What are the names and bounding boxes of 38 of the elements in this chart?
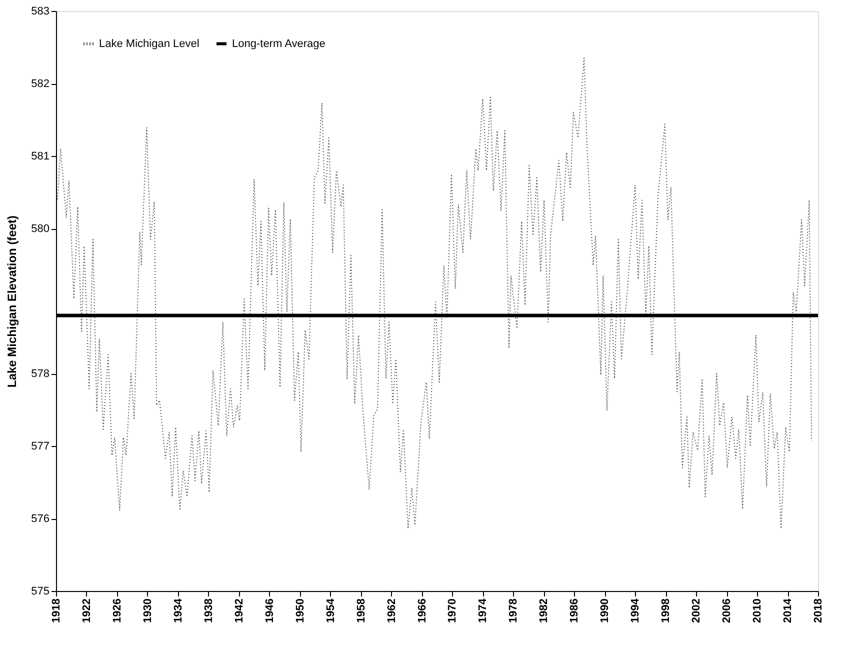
y-tick-label: 583	[31, 6, 50, 18]
x-tick-label: 1994	[630, 598, 642, 623]
x-tick-label: 1922	[80, 598, 93, 623]
line-series	[57, 58, 812, 530]
x-tick-label: 2002	[690, 598, 703, 623]
x-tick-label: 1958	[355, 598, 368, 623]
x-tick-label: 1938	[202, 598, 215, 623]
y-tick-label: 578	[31, 368, 50, 380]
x-tick-label: 1998	[660, 598, 672, 623]
y-tick-label: 581	[31, 150, 50, 162]
x-tick-label: 1974	[477, 598, 490, 623]
x-tick-label: 1930	[142, 598, 154, 623]
x-tick-label: 1978	[508, 598, 520, 623]
y-tick-label: 582	[31, 78, 50, 90]
y-tick-label: 576	[31, 513, 50, 525]
legend-label: Long-term Average	[232, 38, 326, 50]
x-tick-label: 1918	[50, 598, 62, 623]
y-tick-label: 580	[31, 223, 50, 235]
x-tick-label: 1926	[111, 598, 124, 623]
x-tick-label: 1966	[416, 598, 428, 623]
x-tick-label: 1986	[568, 598, 581, 623]
legend-label: Lake Michigan Level	[99, 38, 200, 50]
x-tick-label: 2006	[721, 598, 734, 623]
y-tick-label: 577	[31, 440, 50, 452]
x-tick-label: 1962	[386, 598, 398, 623]
y-axis-title: Lake Michigan Elevation (feet)	[5, 215, 20, 388]
x-tick-label: 1946	[264, 598, 276, 623]
x-tick-label: 1970	[446, 598, 459, 623]
x-tick-label: 1982	[538, 598, 550, 623]
x-tick-label: 1990	[599, 598, 612, 623]
x-tick-label: 1954	[324, 598, 337, 623]
x-tick-label: 2018	[812, 598, 824, 623]
x-tick-label: 2010	[752, 598, 764, 623]
x-tick-label: 2014	[782, 598, 794, 623]
x-tick-label: 1934	[172, 598, 184, 623]
x-tick-label: 1950	[294, 598, 306, 623]
y-tick-label: 575	[31, 586, 50, 598]
x-tick-label: 1942	[233, 598, 246, 623]
